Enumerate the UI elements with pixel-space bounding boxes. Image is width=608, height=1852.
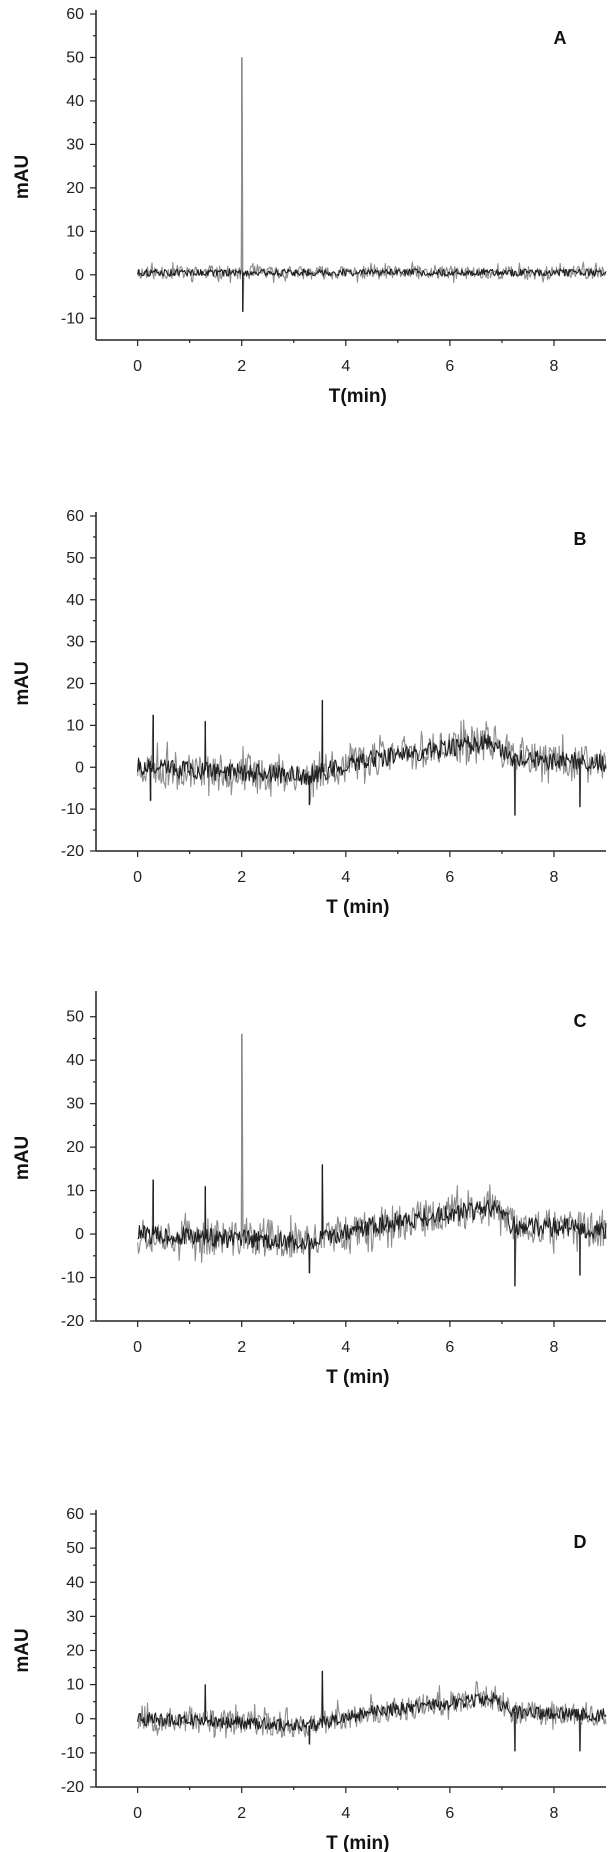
- x-axis-title: T (min): [326, 897, 389, 918]
- y-tick-label: -10: [61, 801, 84, 818]
- x-tick-label: 8: [550, 1805, 559, 1822]
- x-tick-label: 6: [445, 1805, 454, 1822]
- x-tick-label: 0: [133, 1805, 142, 1822]
- chart-panel-b: -20 -10 0 10 20 30 40 50 60 0 2 4 6 8 T (min) mAU B: [12, 508, 607, 918]
- y-tick-label: 0: [75, 1711, 84, 1728]
- y-tick-label: 60: [66, 1506, 84, 1523]
- y-axis-title: mAU: [12, 155, 33, 199]
- x-tick-label: 4: [341, 358, 350, 375]
- y-tick-label: -20: [61, 1313, 84, 1330]
- x-axis-title: T (min): [326, 1367, 389, 1388]
- y-tick-label: 60: [66, 508, 84, 525]
- chart-panel-d: -20 -10 0 10 20 30 40 50 60 0 2 4 6 8 T (min) mAU D: [12, 1506, 607, 1852]
- panel-label: A: [554, 28, 567, 48]
- y-tick-label: 30: [66, 1608, 84, 1625]
- x-tick-label: 2: [237, 1805, 246, 1822]
- y-tick-label: 0: [75, 267, 84, 284]
- y-tick-label: 30: [66, 136, 84, 153]
- chromatogram-trace-dark: [137, 734, 607, 786]
- x-axis-title: T(min): [329, 386, 387, 407]
- x-tick-label: 8: [550, 869, 559, 886]
- x-tick-label: 2: [237, 1339, 246, 1356]
- y-tick-label: 40: [66, 1052, 84, 1069]
- y-tick-label: 60: [66, 6, 84, 23]
- x-tick-label: 6: [445, 358, 454, 375]
- y-axis-title: mAU: [12, 1628, 33, 1672]
- x-tick-label: 2: [237, 358, 246, 375]
- y-tick-label: 30: [66, 634, 84, 651]
- chromatogram-trace-dark: [137, 1199, 607, 1251]
- y-tick-label: -10: [61, 1270, 84, 1287]
- y-tick-label: 20: [66, 676, 84, 693]
- x-tick-label: 2: [237, 869, 246, 886]
- y-axis-title: mAU: [12, 661, 33, 705]
- y-tick-label: 20: [66, 1139, 84, 1156]
- chromatogram-trace-dark: [137, 268, 607, 277]
- panel-label: D: [574, 1532, 587, 1552]
- y-tick-label: 0: [75, 1226, 84, 1243]
- y-tick-label: -20: [61, 1779, 84, 1796]
- x-tick-label: 4: [341, 1805, 350, 1822]
- chromatogram-trace-light: [137, 56, 607, 313]
- x-tick-label: 8: [550, 1339, 559, 1356]
- panel-label: B: [574, 529, 587, 549]
- x-tick-label: 8: [550, 358, 559, 375]
- y-tick-label: 10: [66, 1677, 84, 1694]
- x-tick-label: 0: [133, 358, 142, 375]
- x-tick-label: 4: [341, 869, 350, 886]
- y-tick-label: 10: [66, 1183, 84, 1200]
- chart-panel-c: -20 -10 0 10 20 30 40 50 0 2 4 6 8 T (min) mAU C: [12, 991, 607, 1388]
- x-tick-label: 6: [445, 869, 454, 886]
- y-tick-label: 20: [66, 1643, 84, 1660]
- y-tick-label: 40: [66, 592, 84, 609]
- x-tick-label: 0: [133, 1339, 142, 1356]
- y-tick-label: 40: [66, 1574, 84, 1591]
- x-tick-label: 6: [445, 1339, 454, 1356]
- chromatogram-trace-light: [137, 1033, 607, 1287]
- y-tick-label: 50: [66, 49, 84, 66]
- y-tick-label: 10: [66, 717, 84, 734]
- y-tick-label: 20: [66, 180, 84, 197]
- x-tick-label: 0: [133, 869, 142, 886]
- y-tick-label: 50: [66, 1009, 84, 1026]
- chromatogram-trace-dark: [137, 1692, 607, 1732]
- x-tick-label: 4: [341, 1339, 350, 1356]
- y-axis-title: mAU: [12, 1136, 33, 1180]
- chart-panel-a: -10 0 10 20 30 40 50 60 0 2 4 6 8 T(min) mAU A: [12, 6, 607, 407]
- y-tick-label: -20: [61, 843, 84, 860]
- y-tick-label: -10: [61, 310, 84, 327]
- panel-label: C: [574, 1011, 587, 1031]
- y-tick-label: 0: [75, 759, 84, 776]
- y-tick-label: 30: [66, 1096, 84, 1113]
- y-tick-label: -10: [61, 1745, 84, 1762]
- y-tick-label: 10: [66, 223, 84, 240]
- chromatogram-trace-light: [137, 1670, 607, 1752]
- x-axis-title: T (min): [326, 1833, 389, 1852]
- y-tick-label: 50: [66, 550, 84, 567]
- y-tick-label: 40: [66, 93, 84, 110]
- y-tick-label: 50: [66, 1540, 84, 1557]
